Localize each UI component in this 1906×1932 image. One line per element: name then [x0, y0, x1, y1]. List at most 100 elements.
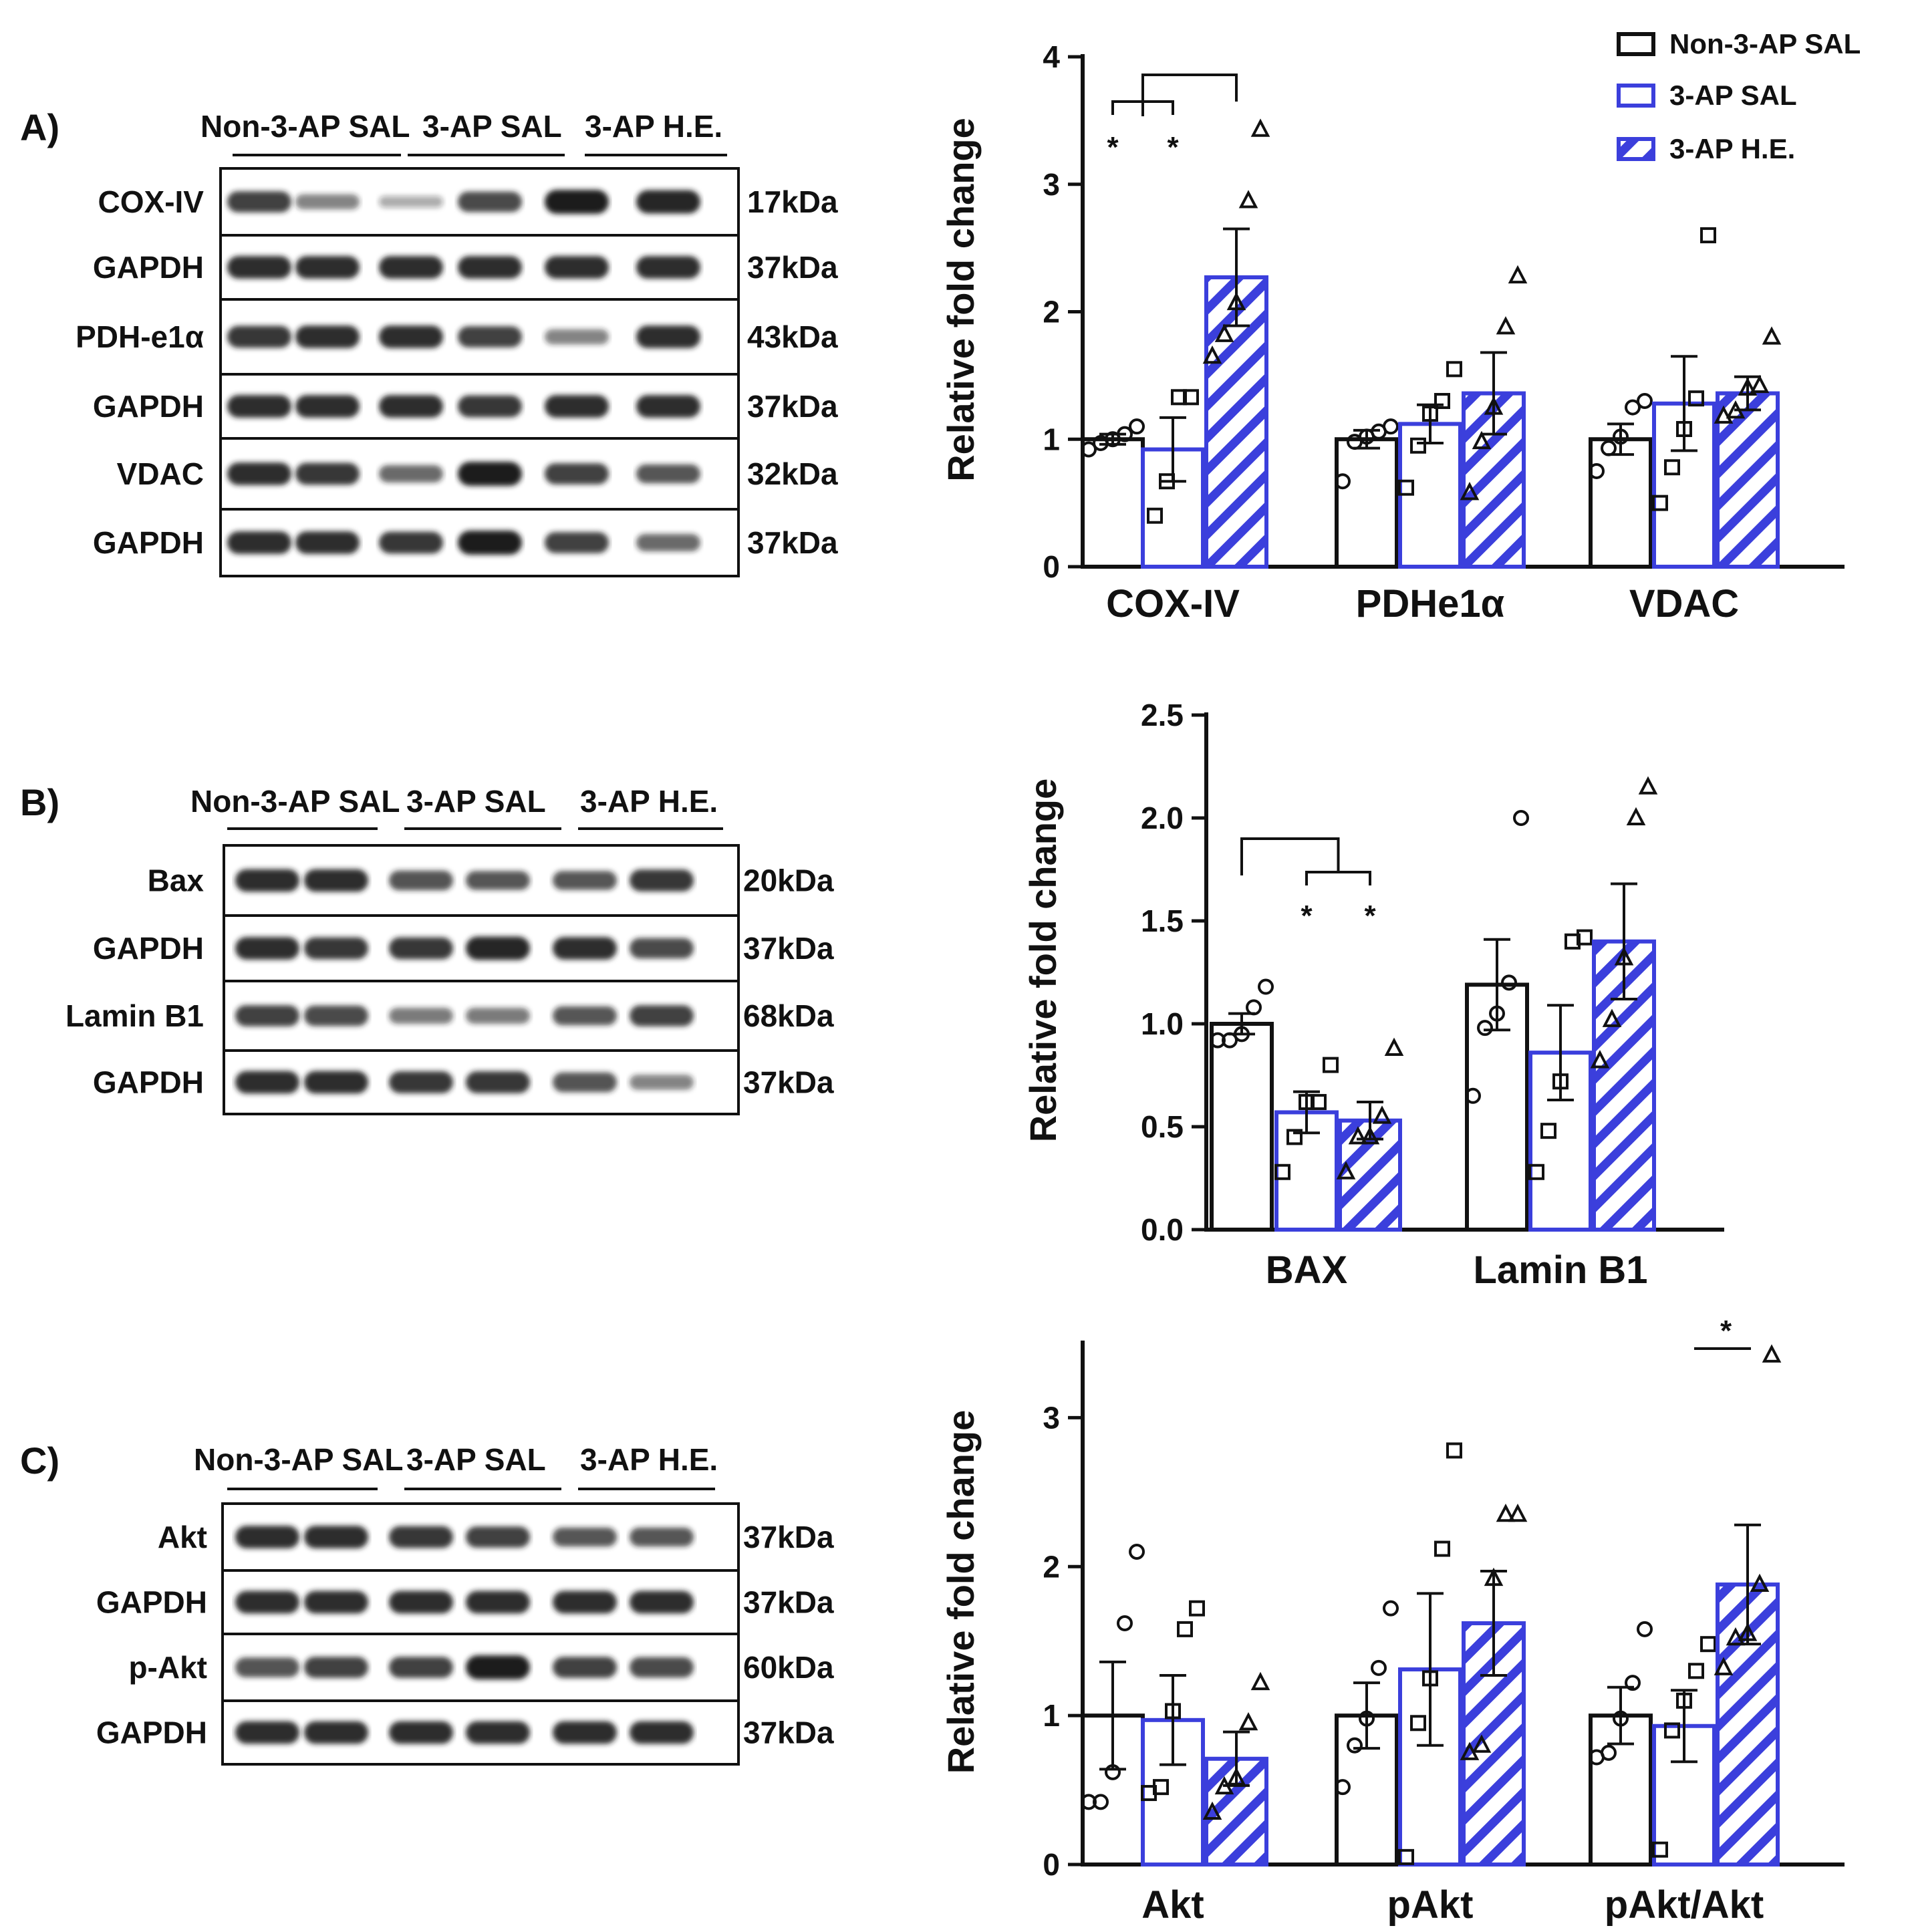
- protein-band: [304, 937, 368, 960]
- protein-band: [227, 191, 291, 213]
- protein-band: [235, 1591, 299, 1614]
- data-point-square: [1159, 473, 1175, 490]
- protein-band: [553, 937, 617, 960]
- protein-band: [553, 1527, 617, 1547]
- y-tick-label: 2.5: [1141, 698, 1184, 732]
- data-point-circle: [1371, 1659, 1387, 1676]
- data-point-square: [1286, 1129, 1303, 1145]
- data-point-square: [1676, 420, 1692, 437]
- protein-band: [630, 869, 694, 891]
- data-point-square: [1153, 1779, 1169, 1796]
- bar: [1081, 437, 1145, 569]
- blot-protein-label: GAPDH: [93, 389, 204, 424]
- panel-letter: B): [20, 781, 59, 823]
- protein-band: [227, 462, 291, 485]
- protein-band: [227, 395, 291, 418]
- data-point-square: [1434, 1540, 1450, 1557]
- data-point-square: [1664, 1722, 1680, 1739]
- data-point-triangle: [1496, 316, 1516, 335]
- legend-swatch-open-blue: [1617, 84, 1655, 108]
- data-point-triangle: [1336, 1161, 1356, 1180]
- data-point-triangle: [1214, 1776, 1234, 1795]
- blot-protein-label: GAPDH: [93, 1065, 204, 1100]
- protein-band: [458, 462, 522, 486]
- y-tick-label: 4: [1043, 39, 1060, 74]
- blot-protein-label: Lamin B1: [65, 998, 204, 1033]
- blot-protein-label: Bax: [148, 863, 205, 898]
- data-point-square: [1422, 1670, 1438, 1687]
- data-point-square: [1688, 1663, 1704, 1679]
- data-point-triangle: [1484, 396, 1504, 415]
- y-tick-label: 3: [1043, 167, 1060, 202]
- protein-band: [545, 532, 609, 553]
- bar-charts: 0 1 2 3 4 Relative fold change COX-IV PDHe1α VDA…: [940, 39, 1845, 1927]
- data-point-square: [1177, 1621, 1193, 1637]
- lane-group-label: 3-AP H.E.: [580, 784, 718, 819]
- protein-band: [295, 462, 360, 485]
- data-point-triangle: [1372, 1105, 1392, 1124]
- protein-band: [636, 533, 700, 552]
- blot-kda-label: 37kDa: [743, 931, 834, 966]
- lane-group-label: 3-AP H.E.: [580, 1442, 718, 1477]
- data-point-triangle: [1202, 1801, 1222, 1820]
- lane-group-label: Non-3-AP SAL: [200, 109, 410, 144]
- protein-band: [389, 1657, 453, 1678]
- blot-protein-label: GAPDH: [93, 931, 204, 966]
- protein-band: [466, 1008, 530, 1024]
- y-tick-label: 2: [1043, 295, 1060, 329]
- data-point-circle: [1601, 440, 1617, 456]
- y-tick-label: 1: [1043, 1698, 1060, 1733]
- data-point-square: [1528, 1163, 1544, 1180]
- blot-kda-label: 43kDa: [747, 319, 838, 354]
- protein-band: [466, 1655, 530, 1679]
- data-point-square: [1540, 1123, 1556, 1139]
- protein-band: [295, 194, 360, 210]
- panel-letter: A): [20, 106, 59, 148]
- data-point-circle: [1246, 999, 1262, 1016]
- data-point-circle: [1513, 810, 1529, 826]
- significance-star: *: [1720, 1315, 1732, 1347]
- x-category-label: pAkt: [1387, 1883, 1474, 1927]
- data-point-square: [1311, 1094, 1327, 1111]
- data-point-triangle: [1484, 1567, 1504, 1586]
- protein-band: [553, 1721, 617, 1744]
- y-axis-label: Relative fold change: [940, 118, 982, 482]
- data-point-square: [1422, 406, 1438, 422]
- protein-band: [636, 256, 700, 279]
- data-point-triangle: [1714, 405, 1734, 424]
- blot-panel-a: A) Non-3-AP SAL 3-AP SAL 3-AP H.E. COX-IV 17k…: [20, 106, 838, 577]
- chart-legend: Non-3-AP SAL 3-AP SAL 3-AP H.E.: [1617, 28, 1861, 164]
- protein-band: [295, 531, 360, 554]
- data-point-circle: [1637, 393, 1653, 410]
- protein-band: [379, 395, 443, 418]
- data-point-triangle: [1384, 1037, 1404, 1056]
- data-point-triangle: [1360, 1126, 1380, 1145]
- protein-band: [553, 1072, 617, 1093]
- data-point-square: [1700, 1636, 1716, 1653]
- y-tick-label: 1.0: [1141, 1006, 1184, 1041]
- protein-band: [458, 326, 522, 348]
- protein-band: [630, 938, 694, 959]
- data-point-square: [1652, 1841, 1668, 1858]
- data-point-circle: [1465, 1087, 1481, 1104]
- data-point-triangle: [1508, 1503, 1528, 1522]
- data-point-triangle: [1602, 1008, 1622, 1027]
- protein-band: [545, 190, 609, 214]
- protein-band: [636, 395, 700, 418]
- data-point-circle: [1601, 1744, 1617, 1761]
- protein-band: [304, 1526, 368, 1548]
- protein-band: [227, 531, 291, 554]
- y-tick-label: 1.5: [1141, 904, 1184, 938]
- protein-band: [389, 1721, 453, 1744]
- y-axis-label: Relative fold change: [940, 1410, 982, 1774]
- data-point-triangle: [1738, 377, 1758, 396]
- significance-bracket: [1111, 100, 1174, 115]
- protein-band: [458, 531, 522, 555]
- significance-bracket: [1141, 74, 1238, 116]
- protein-band: [235, 1657, 299, 1677]
- data-point-circle: [1105, 1764, 1121, 1780]
- data-point-circle: [1383, 418, 1399, 435]
- protein-band: [466, 1721, 530, 1744]
- significance-bracket: [1240, 837, 1340, 875]
